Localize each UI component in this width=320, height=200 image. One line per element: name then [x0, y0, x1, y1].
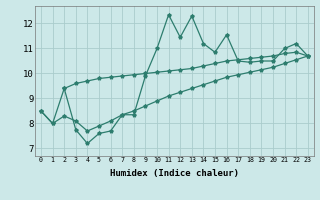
X-axis label: Humidex (Indice chaleur): Humidex (Indice chaleur)	[110, 169, 239, 178]
